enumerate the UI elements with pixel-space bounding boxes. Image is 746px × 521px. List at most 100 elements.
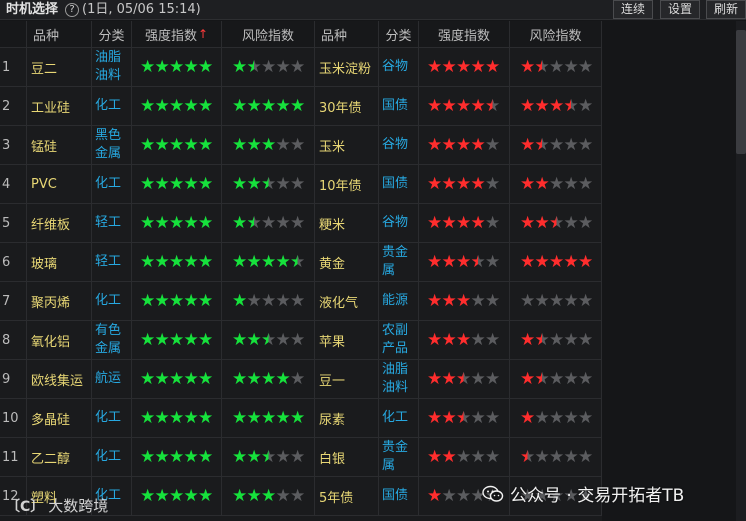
header-category-right[interactable]: 分类 — [379, 21, 419, 48]
instrument-name[interactable]: 玻璃 — [27, 243, 92, 282]
instrument-name[interactable]: 欧线集运 — [27, 360, 92, 399]
continuous-button[interactable]: 连续 — [613, 0, 653, 19]
star-icon: ★ — [427, 213, 443, 233]
instrument-name[interactable]: 玉米 — [315, 126, 379, 165]
star-icon: ★ — [534, 369, 550, 389]
instrument-name[interactable]: 液化气 — [315, 282, 379, 321]
scrollbar-thumb[interactable] — [736, 30, 746, 154]
star-icon: ★ — [261, 330, 277, 350]
header-category-left[interactable]: 分类 — [92, 21, 132, 48]
instrument-name[interactable]: 玉米淀粉 — [315, 48, 379, 87]
instrument-name[interactable]: 10年债 — [315, 165, 379, 204]
brand-watermark: 〔C〕 大数跨境 — [6, 495, 108, 516]
table-row[interactable]: 3 锰硅 黑色金属 ★ ★ ★ ★ ★ ★ ★ ★ ★ ★ 玉米 谷物 ★ ★ ★ ★ ★ ★ ★ ★ ★ ★ — [0, 126, 602, 165]
star-icon: ★ — [154, 57, 170, 77]
star-icon: ★ — [232, 291, 248, 311]
instrument-category: 化工 — [92, 399, 132, 438]
instrument-name[interactable]: 粳米 — [315, 204, 379, 243]
star-icon: ★ — [470, 57, 486, 77]
instrument-name[interactable]: 豆二 — [27, 48, 92, 87]
star-icon: ★ — [169, 369, 185, 389]
star-icon: ★ — [169, 408, 185, 428]
header-name-right[interactable]: 品种 — [315, 21, 379, 48]
star-icon: ★ — [427, 369, 443, 389]
table-row[interactable]: 7 聚丙烯 化工 ★ ★ ★ ★ ★ ★ ★ ★ ★ ★ 液化气 能源 ★ ★ ★ ★ ★ ★ ★ ★ ★ ★ — [0, 282, 602, 321]
instrument-name[interactable]: 尿素 — [315, 399, 379, 438]
risk-index: ★ ★ ★ ★ ★ — [222, 204, 315, 243]
star-icon: ★ — [441, 252, 457, 272]
star-icon: ★ — [198, 252, 214, 272]
risk-index: ★ ★ ★ ★ ★ — [510, 87, 602, 126]
star-icon: ★ — [441, 369, 457, 389]
star-rating: ★★★★★ — [222, 409, 305, 427]
star-icon: ★ — [578, 213, 594, 233]
row-index: 4 — [0, 165, 27, 204]
star-icon: ★ — [140, 291, 156, 311]
instrument-category: 化工 — [92, 282, 132, 321]
instrument-name[interactable]: 30年债 — [315, 87, 379, 126]
row-index: 9 — [0, 360, 27, 399]
risk-index: ★ ★ ★ ★ ★ — [222, 321, 315, 360]
star-icon: ★ — [470, 369, 486, 389]
instrument-name[interactable]: 工业硅 — [27, 87, 92, 126]
table-row[interactable]: 4 PVC 化工 ★ ★ ★ ★ ★ ★ ★ ★ ★ ★ 10年债 国债 ★ ★ ★ ★ ★ ★ ★ ★ ★ ★ — [0, 165, 602, 204]
instrument-name[interactable]: 苹果 — [315, 321, 379, 360]
row-index: 7 — [0, 282, 27, 321]
table-row[interactable]: 8 氧化铝 有色金属 ★ ★ ★ ★ ★ ★ ★ ★ ★ ★ 苹果 农副产品 ★ ★ ★ ★ ★ ★ ★ ★ ★ ★ — [0, 321, 602, 360]
star-icon: ★ — [232, 213, 248, 233]
star-icon: ★ — [563, 408, 579, 428]
star-icon: ★ — [232, 486, 248, 506]
header-strength-left[interactable]: 强度指数 ↑ — [132, 21, 222, 48]
table-row[interactable]: 6 玻璃 轻工 ★ ★ ★ ★ ★ ★ ★ ★ ★ ★ 黄金 贵金属 ★ ★ ★ ★ ★ ★ ★ ★ ★ ★ — [0, 243, 602, 282]
help-icon[interactable]: ? — [65, 3, 79, 17]
instrument-name[interactable]: 氧化铝 — [27, 321, 92, 360]
star-icon: ★ — [470, 330, 486, 350]
header-risk-right[interactable]: 风险指数 — [510, 21, 602, 48]
risk-index: ★ ★ ★ ★ ★ — [222, 243, 315, 282]
instrument-name[interactable]: 5年债 — [315, 477, 379, 516]
star-icon: ★ — [578, 174, 594, 194]
star-icon: ★ — [169, 447, 185, 467]
header-risk-left[interactable]: 风险指数 — [222, 21, 315, 48]
star-icon: ★ — [232, 135, 248, 155]
risk-index: ★ ★ ★ ★ ★ — [222, 438, 315, 477]
instrument-name[interactable]: 锰硅 — [27, 126, 92, 165]
star-icon: ★ — [456, 330, 472, 350]
table-row[interactable]: 11 乙二醇 化工 ★ ★ ★ ★ ★ ★ ★ ★ ★ ★ 白银 贵金属 ★ ★ ★ ★ ★ ★ ★ ★ ★ ★ — [0, 438, 602, 477]
vertical-scrollbar[interactable] — [736, 21, 746, 521]
strength-index: ★★★★★ — [132, 48, 222, 87]
star-icon: ★ — [485, 291, 501, 311]
star-icon: ★ — [261, 213, 277, 233]
star-icon: ★ — [456, 96, 472, 116]
instrument-name[interactable]: 纤维板 — [27, 204, 92, 243]
strength-index: ★★★★★ — [132, 87, 222, 126]
header-strength-right[interactable]: 强度指数 — [419, 21, 510, 48]
table-row[interactable]: 9 欧线集运 航运 ★ ★ ★ ★ ★ ★ ★ ★ ★ ★ 豆一 油脂油料 ★ ★ ★ ★ ★ ★ ★ ★ ★ ★ — [0, 360, 602, 399]
instrument-name[interactable]: 塑料 — [27, 477, 92, 516]
table-row[interactable]: 1 豆二 油脂油料 ★ ★ ★ ★ ★ ★ ★ ★ ★ ★ 玉米淀粉 谷物 ★ ★ ★ ★ ★ ★ ★ ★ ★ ★ — [0, 48, 602, 87]
instrument-category: 化工 — [92, 438, 132, 477]
table-row[interactable]: 5 纤维板 轻工 ★ ★ ★ ★ ★ ★ ★ ★ ★ ★ 粳米 谷物 ★ ★ ★ ★ ★ ★ ★ ★ ★ ★ — [0, 204, 602, 243]
settings-button[interactable]: 设置 — [660, 0, 700, 19]
instrument-name[interactable]: 多晶硅 — [27, 399, 92, 438]
instrument-name[interactable]: 白银 — [315, 438, 379, 477]
star-icon: ★ — [470, 135, 486, 155]
star-icon: ★ — [154, 330, 170, 350]
star-icon: ★ — [246, 135, 262, 155]
star-icon: ★ — [534, 330, 550, 350]
header-name-left[interactable]: 品种 — [27, 21, 92, 48]
instrument-name[interactable]: 乙二醇 — [27, 438, 92, 477]
refresh-button[interactable]: 刷新 — [706, 0, 746, 19]
star-icon: ★ — [456, 486, 472, 506]
star-icon: ★ — [578, 135, 594, 155]
instrument-name[interactable]: 黄金 — [315, 243, 379, 282]
star-rating: ★★★★★ — [132, 292, 213, 310]
instrument-name[interactable]: PVC — [27, 165, 92, 204]
star-icon: ★ — [232, 174, 248, 194]
table-row[interactable]: 2 工业硅 化工 ★ ★ ★ ★ ★ ★ ★ ★ ★ ★ 30年债 国债 ★ ★ ★ ★ ★ ★ ★ ★ ★ ★ — [0, 87, 602, 126]
empty-pane — [602, 21, 746, 521]
table-row[interactable]: 10 多晶硅 化工 ★ ★ ★ ★ ★ ★ ★ ★ ★ ★ 尿素 化工 ★ ★ ★ ★ ★ ★ ★ ★ ★ ★ — [0, 399, 602, 438]
instrument-name[interactable]: 豆一 — [315, 360, 379, 399]
instrument-name[interactable]: 聚丙烯 — [27, 282, 92, 321]
